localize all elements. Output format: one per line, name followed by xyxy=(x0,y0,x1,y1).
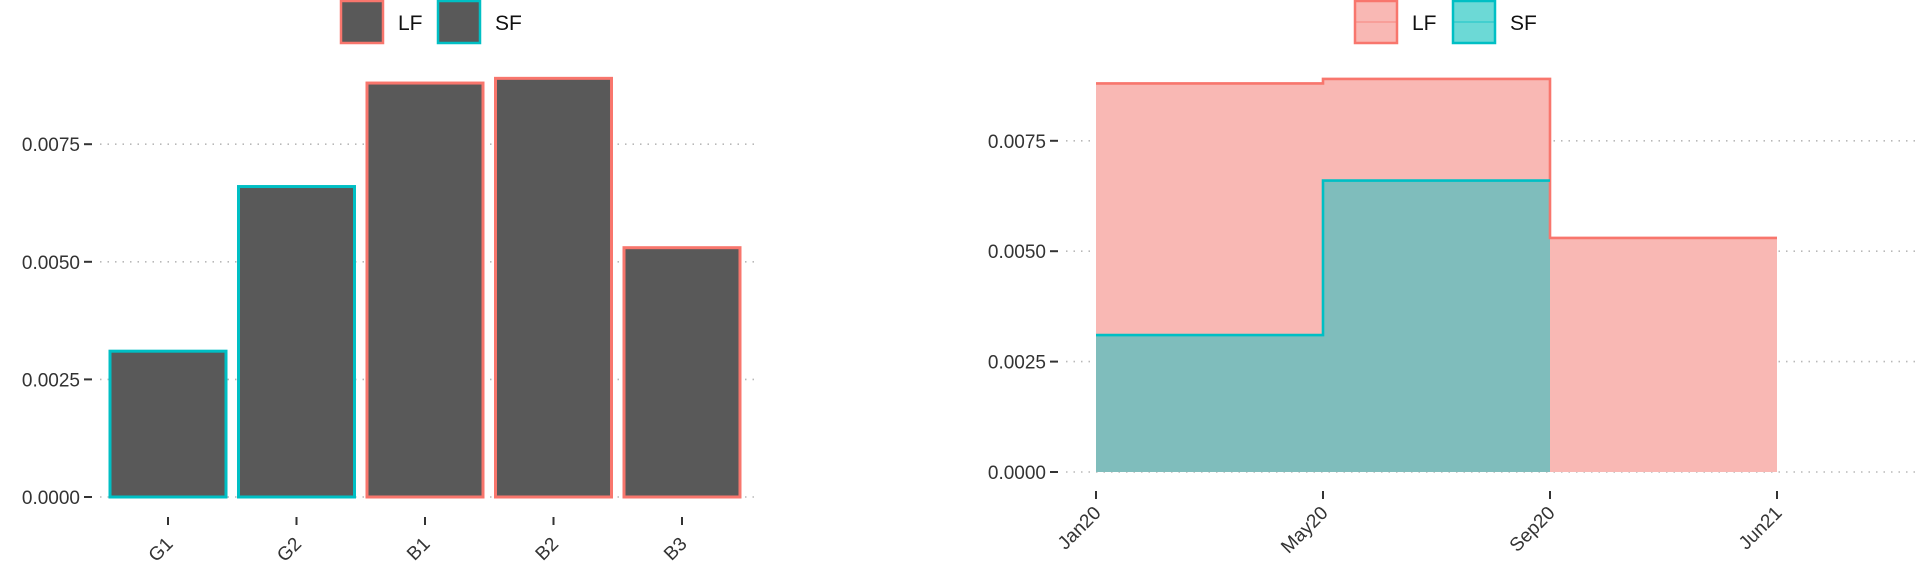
step-area-chart: 0.0000 0.0025 0.0050 0.0075 LF SF Jan20 May20 Se… xyxy=(988,0,1920,558)
x-tick-label: Jan20 xyxy=(1054,503,1105,554)
y-tick-label: 0.0000 xyxy=(22,488,80,509)
legend-key-sf xyxy=(436,0,482,45)
legend-label-lf: LF xyxy=(398,12,423,35)
x-tick-label: B1 xyxy=(403,534,434,565)
x-tick-label: B3 xyxy=(660,534,691,565)
y-tick-label: 0.0050 xyxy=(988,242,1046,263)
y-tick-label: 0.0025 xyxy=(988,353,1046,374)
legend-label-lf: LF xyxy=(1412,12,1437,35)
y-tick-label: 0.0050 xyxy=(22,253,80,274)
bar-b1 xyxy=(365,81,485,499)
x-tick-label: G2 xyxy=(273,534,306,567)
y-tick-label: 0.0075 xyxy=(22,135,80,156)
line-lf xyxy=(1096,77,1777,240)
bar-g2 xyxy=(237,185,356,499)
y-tick-label: 0.0025 xyxy=(22,370,80,391)
legend-key-lf xyxy=(339,0,385,45)
x-tick-label: B2 xyxy=(532,534,563,565)
bar-b3 xyxy=(622,246,742,499)
legend-label-sf: SF xyxy=(1510,12,1537,35)
bar-g1 xyxy=(108,349,228,499)
legend-label-sf: SF xyxy=(495,12,522,35)
x-tick-label: Jun21 xyxy=(1735,503,1786,554)
x-tick-label: May20 xyxy=(1277,503,1332,558)
x-tick-label: Sep20 xyxy=(1506,503,1560,557)
line-sf xyxy=(1096,179,1550,337)
y-tick-label: 0.0000 xyxy=(988,463,1046,484)
x-tick-label: G1 xyxy=(145,534,178,567)
y-tick-label: 0.0075 xyxy=(988,132,1046,153)
bar-chart: 0.0000 0.0025 0.0050 0.0075 LF SF G1 G2 B1 B2 B3 xyxy=(22,0,760,567)
bar-b2 xyxy=(494,76,613,499)
